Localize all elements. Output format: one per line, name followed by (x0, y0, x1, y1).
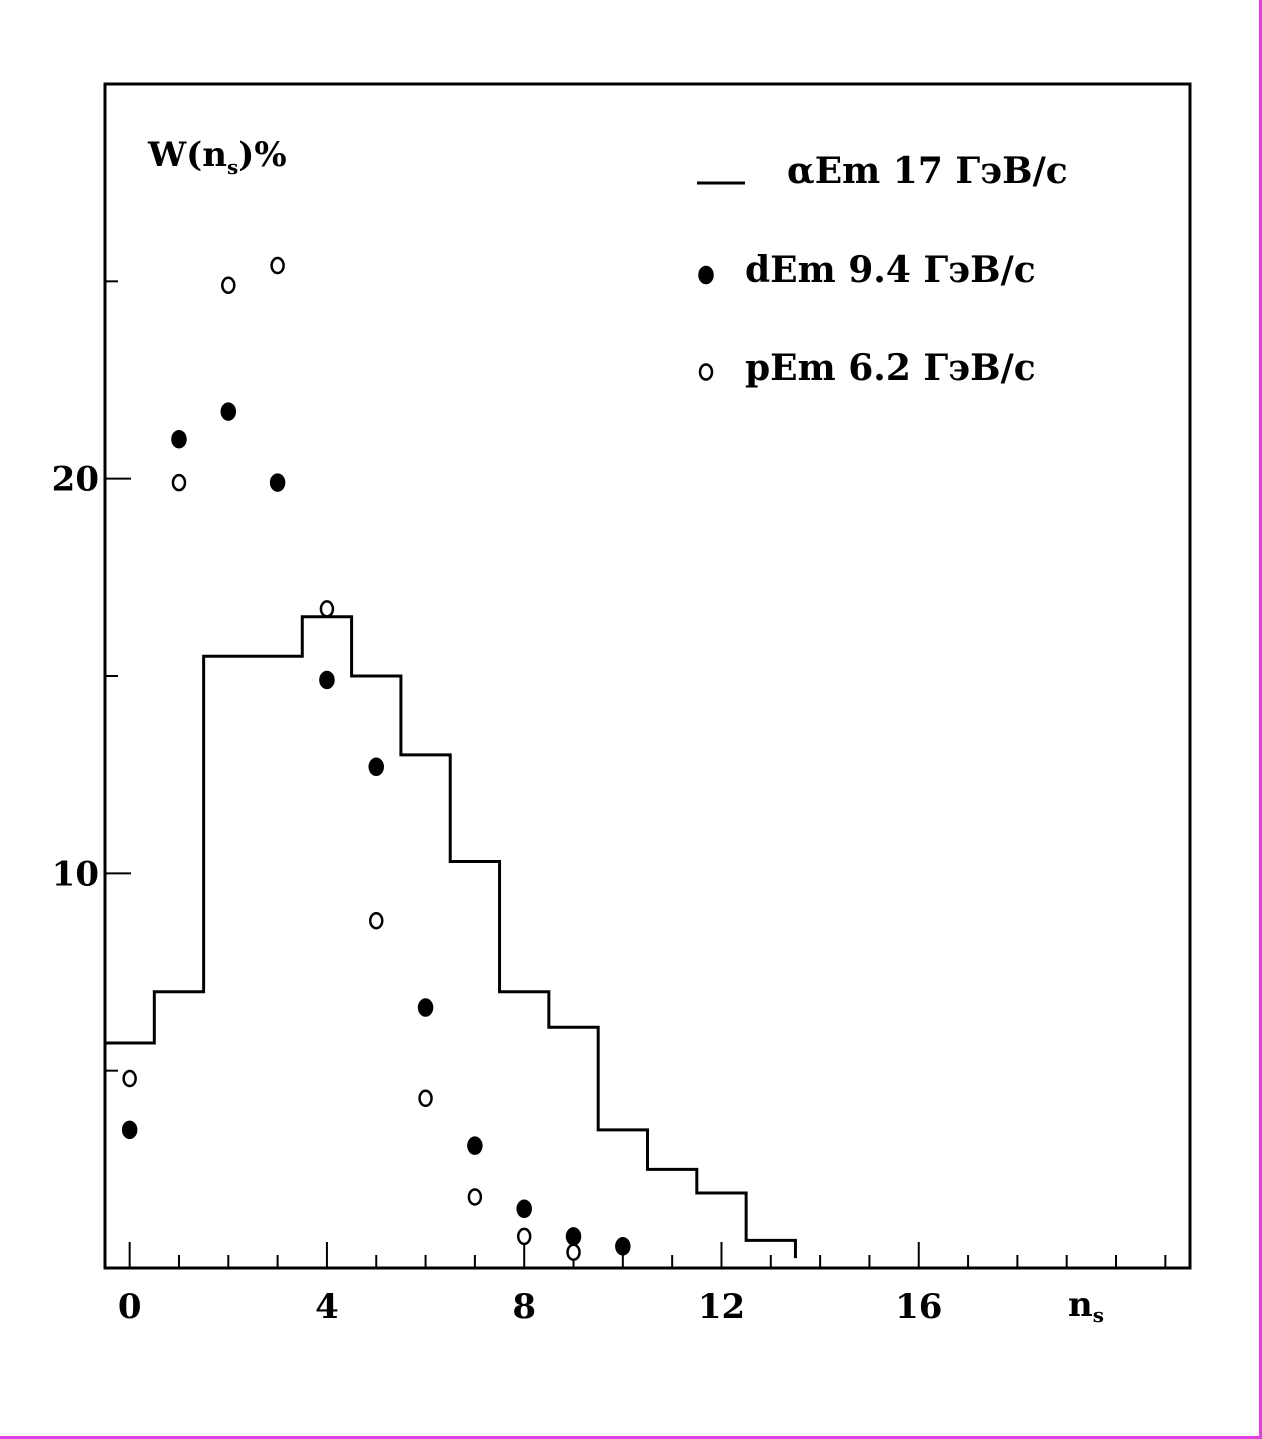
data-points (121, 256, 631, 1261)
point-d (565, 1227, 582, 1246)
point-p (171, 473, 187, 492)
point-d (615, 1237, 631, 1256)
legend-label-d: dEm 9.4 ГэВ/с (745, 249, 1036, 291)
y-tick-label: 20 (52, 460, 99, 500)
point-d (417, 998, 434, 1017)
legend-marker-p (698, 363, 714, 381)
legend-label-p: pEm 6.2 ГэВ/с (745, 347, 1036, 389)
legend-label-alpha: αEm 17 ГэВ/с (787, 150, 1068, 192)
point-p (319, 600, 335, 618)
point-d (368, 757, 384, 777)
x-tick-label: 4 (315, 1287, 339, 1327)
series-line-alpha (105, 615, 797, 1259)
x-axis-label: ns (1068, 1285, 1104, 1327)
point-p (270, 256, 285, 275)
point-p (221, 276, 236, 295)
point-p (122, 1069, 137, 1088)
point-d (319, 670, 335, 690)
x-tick-label: 8 (512, 1287, 536, 1327)
point-d (269, 473, 286, 492)
y-tick-label: 10 (52, 854, 99, 894)
point-d (220, 402, 237, 421)
axis-ticks (105, 280, 1167, 1268)
axis-tick-labels: 0 4 8 12 16 10 20 (52, 460, 943, 1327)
point-d (516, 1199, 532, 1219)
legend: αEm 17 ГэВ/с dEm 9.4 ГэВ/с pEm 6.2 ГэВ/с (697, 150, 1068, 389)
x-tick-label: 12 (698, 1287, 745, 1327)
point-d (467, 1136, 483, 1155)
point-p (516, 1227, 532, 1246)
point-d (121, 1120, 138, 1140)
point-p (369, 911, 384, 930)
x-tick-label: 16 (895, 1287, 942, 1327)
y-axis-label: W(ns)% (147, 135, 287, 179)
point-p (467, 1188, 483, 1206)
point-p (418, 1089, 433, 1108)
point-d (171, 429, 187, 449)
legend-marker-d (698, 265, 714, 285)
point-p (566, 1243, 581, 1261)
x-tick-label: 0 (118, 1287, 142, 1327)
